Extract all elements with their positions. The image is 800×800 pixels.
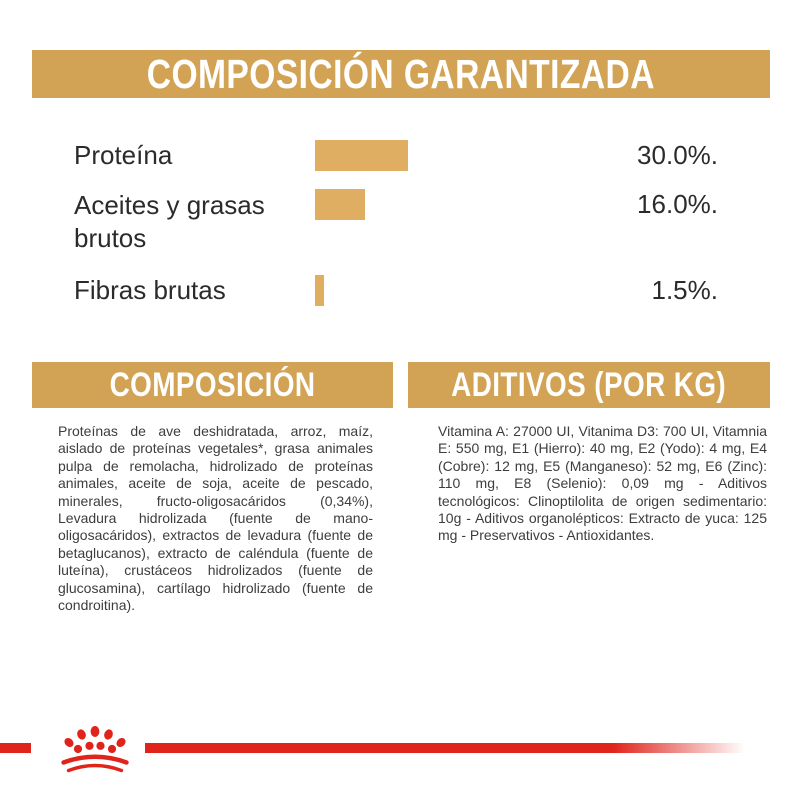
nutrient-label: Aceites y grasas brutos <box>74 190 265 253</box>
additives-banner: ADITIVOS (POR KG) <box>408 362 770 408</box>
guaranteed-analysis-title: COMPOSICIÓN GARANTIZADA <box>146 50 656 97</box>
additives-heading: ADITIVOS (POR KG) <box>451 365 727 404</box>
nutrient-label: Proteína <box>74 140 173 170</box>
nutrient-bar <box>315 275 324 306</box>
composition-heading: COMPOSICIÓN <box>109 365 316 404</box>
composition-body-text: Proteínas de ave deshidratada, arroz, ma… <box>58 423 373 614</box>
composition-banner: COMPOSICIÓN <box>32 362 393 408</box>
additives-body-text: Vitamina A: 27000 UI, Vitanima D3: 700 U… <box>438 423 767 544</box>
red-bar-fading-segment <box>145 743 745 753</box>
nutrient-value: 1.5%. <box>651 275 719 305</box>
red-bar-left-segment <box>0 743 31 753</box>
nutrient-bar <box>315 189 365 220</box>
nutrient-label: Fibras brutas <box>74 275 226 305</box>
nutrient-value: 16.0%. <box>637 189 718 219</box>
nutrient-value: 30.0%. <box>637 140 718 170</box>
royal-canin-crown-logo-icon <box>61 726 129 773</box>
guaranteed-analysis-banner: COMPOSICIÓN GARANTIZADA <box>32 50 770 98</box>
nutrient-bar <box>315 140 408 171</box>
